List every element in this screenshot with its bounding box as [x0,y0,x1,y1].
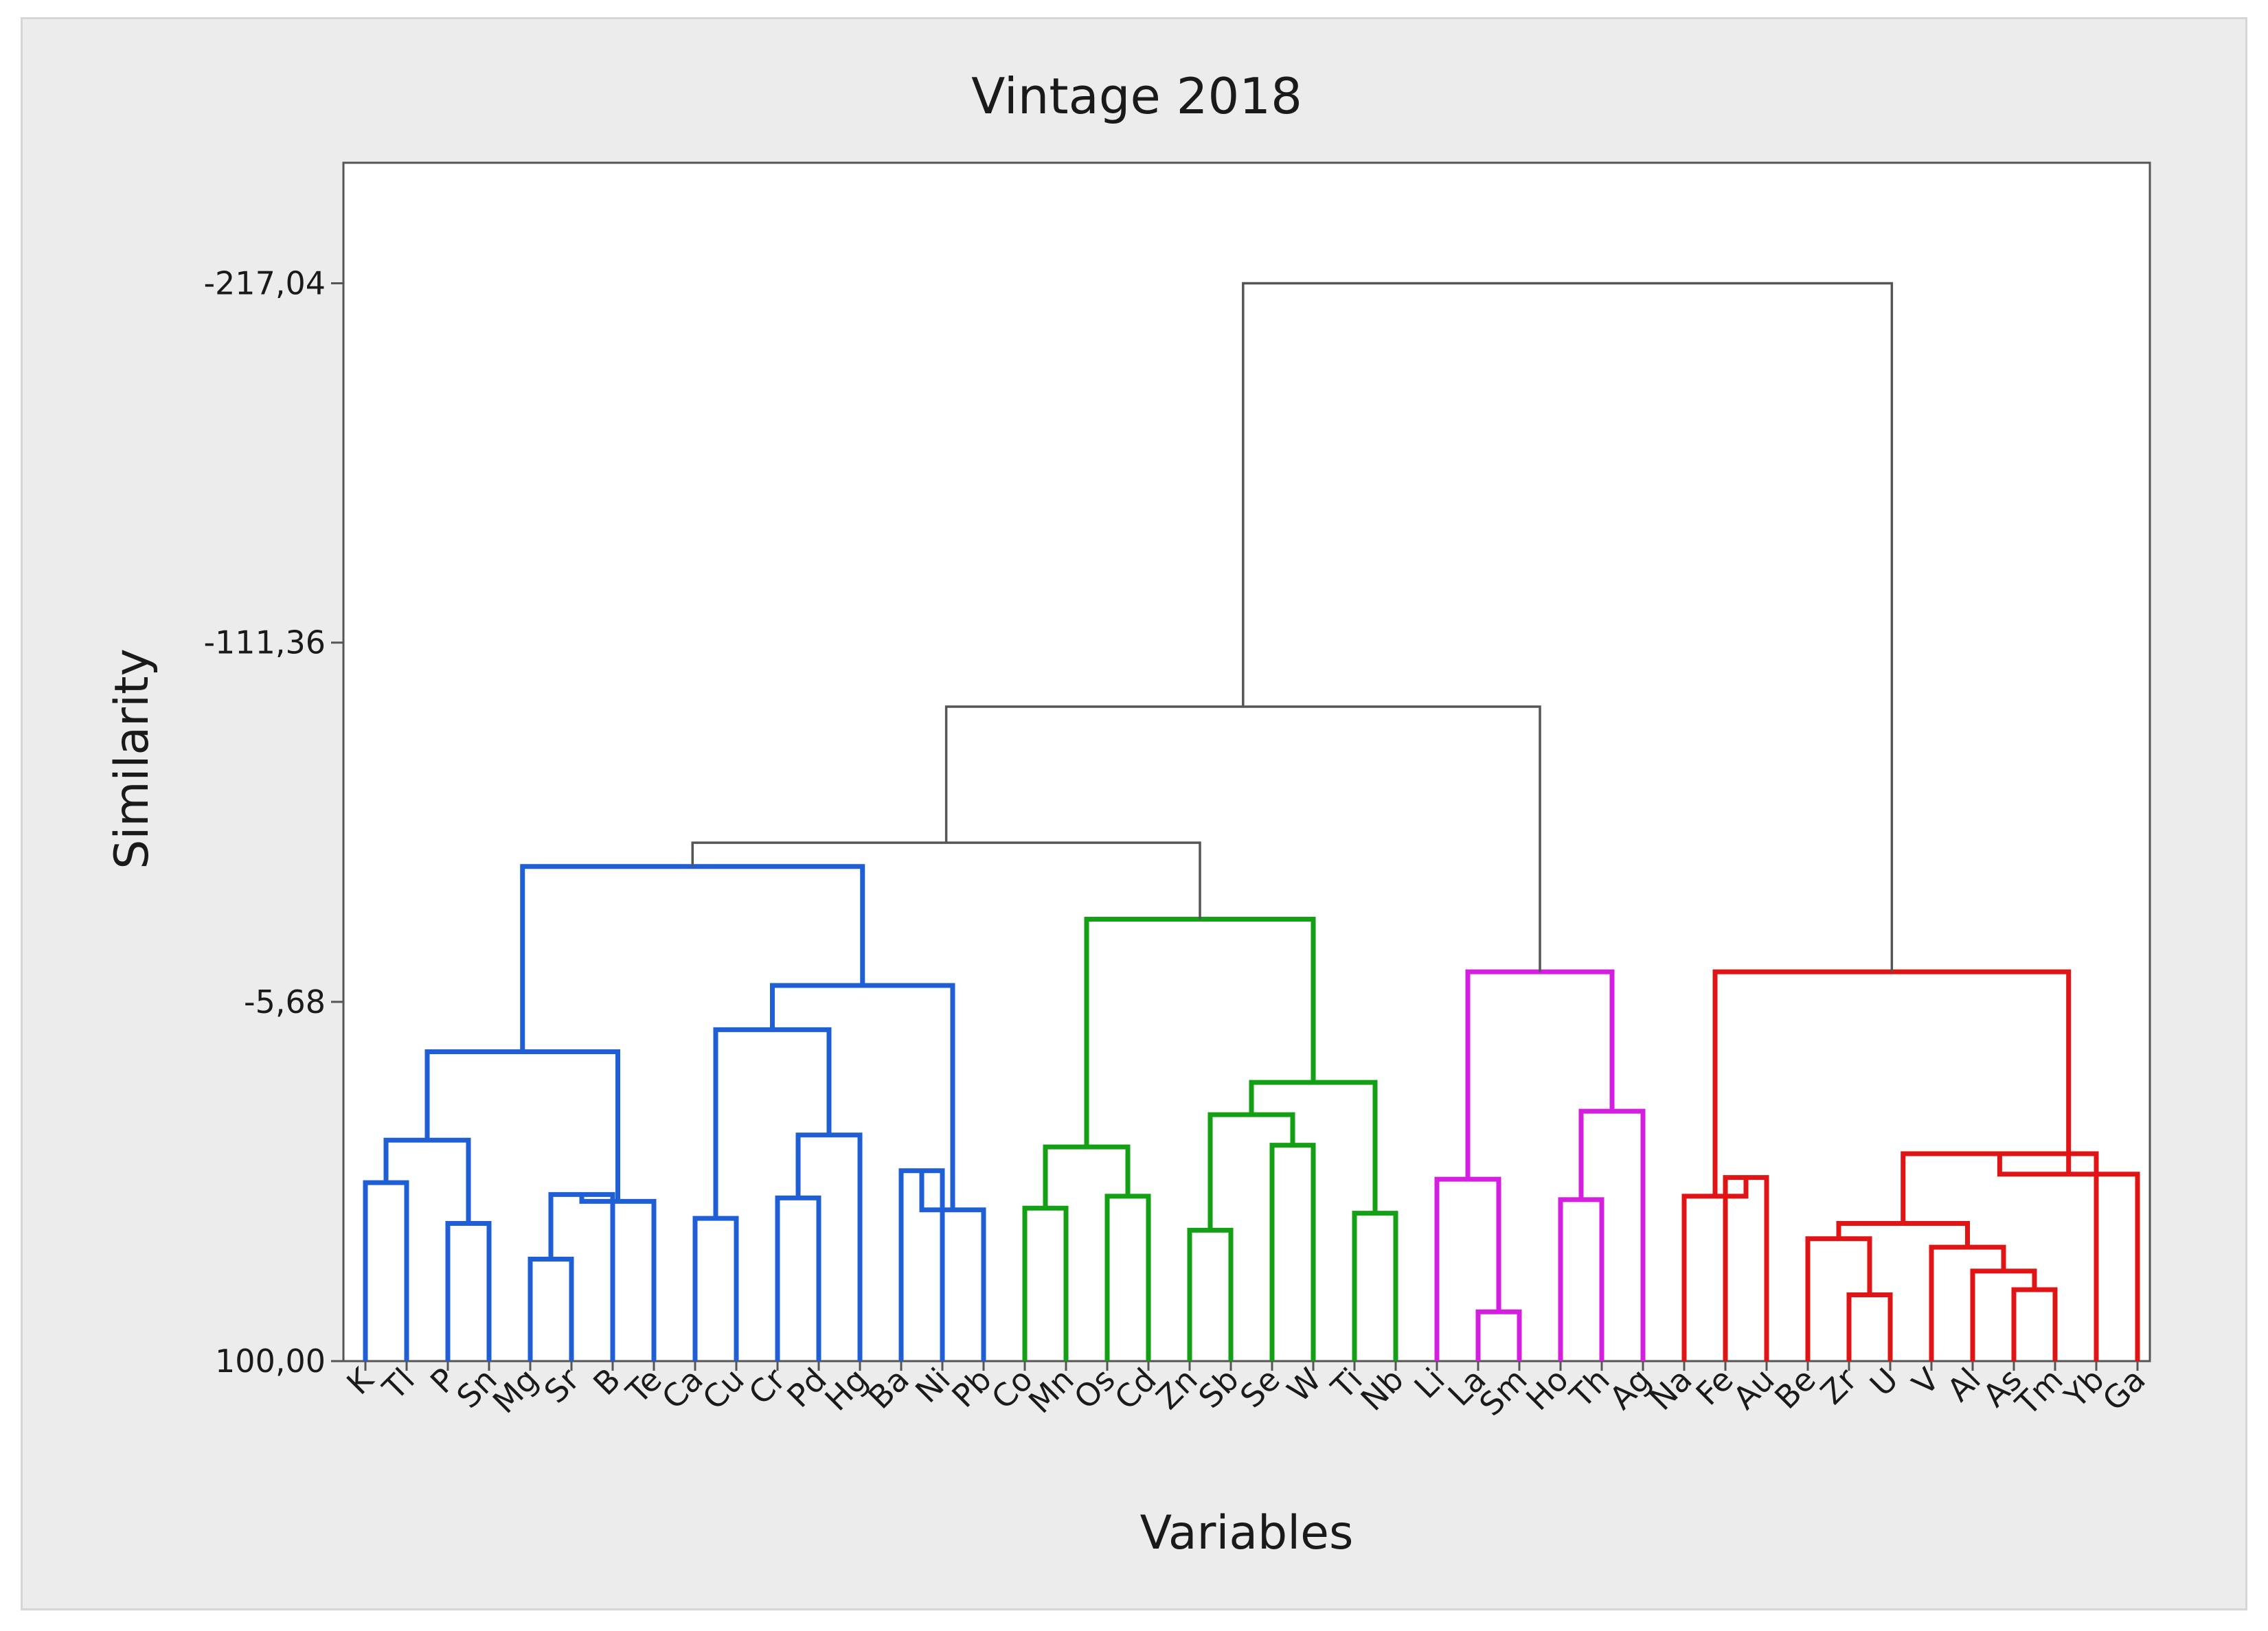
leaf-label: Tl [375,1361,422,1408]
y-tick-label: 100,00 [215,1343,326,1380]
leaf-label: Zr [1813,1361,1864,1412]
dendrogram-link [944,705,1541,972]
dendrogram-link [424,1049,620,1202]
leaf-label: Cu [695,1361,751,1417]
leaf-label: Na [1642,1361,1699,1417]
dendrogram-link [1207,1112,1295,1231]
leaf-label: Se [1233,1361,1287,1415]
leaf-label: Ba [861,1361,916,1416]
dendrogram-link [1578,1108,1646,1361]
dendrogram-link [1805,1236,1872,1361]
dendrogram-link [692,1216,739,1361]
y-axis: -217,04 -111,36 -5,68 100,00 [203,265,343,1380]
y-tick-label: -111,36 [203,624,326,661]
dendrogram-link [1104,1194,1151,1361]
dendrogram-link [528,1256,574,1361]
dendrogram-link [1723,1175,1769,1361]
dendrogram-link [1352,1211,1398,1361]
dendrogram-link [1846,1292,1893,1361]
dendrogram-link [1242,282,1894,972]
leaf-label: U [1863,1361,1905,1404]
dendrogram-link [898,1168,945,1361]
leaf-label: Sr [537,1361,587,1411]
plot-area [342,161,2151,1362]
dendrogram-link [1558,1197,1604,1361]
dendrogram-link [1434,1176,1501,1361]
dendrogram-link [919,1170,986,1361]
dendrogram-link [548,1191,615,1361]
dendrogram-links [363,282,2140,1361]
dendrogram-link [1681,1177,1749,1361]
leaf-label: Ga [2095,1361,2152,1418]
y-axis-label: Similarity [105,648,159,869]
leaf-label: Be [1767,1361,1823,1417]
x-axis-label: Variables [1140,1506,1354,1560]
dendrogram-link [1475,1309,1522,1361]
y-tick-label: -217,04 [203,265,326,302]
dendrogram-link [363,1180,409,1361]
dendrogram-link [770,983,955,1210]
dendrogram-link [1970,1268,2037,1361]
leaf-label: Mg [486,1361,545,1421]
leaf-label: W [1280,1361,1328,1409]
leaf-label: Nb [1354,1361,1411,1418]
chart-title: Vintage 2018 [971,67,1302,125]
y-tick-label: -5,68 [244,983,326,1020]
dendrogram-link [1043,1144,1131,1209]
dendrogram-link [383,1137,471,1224]
